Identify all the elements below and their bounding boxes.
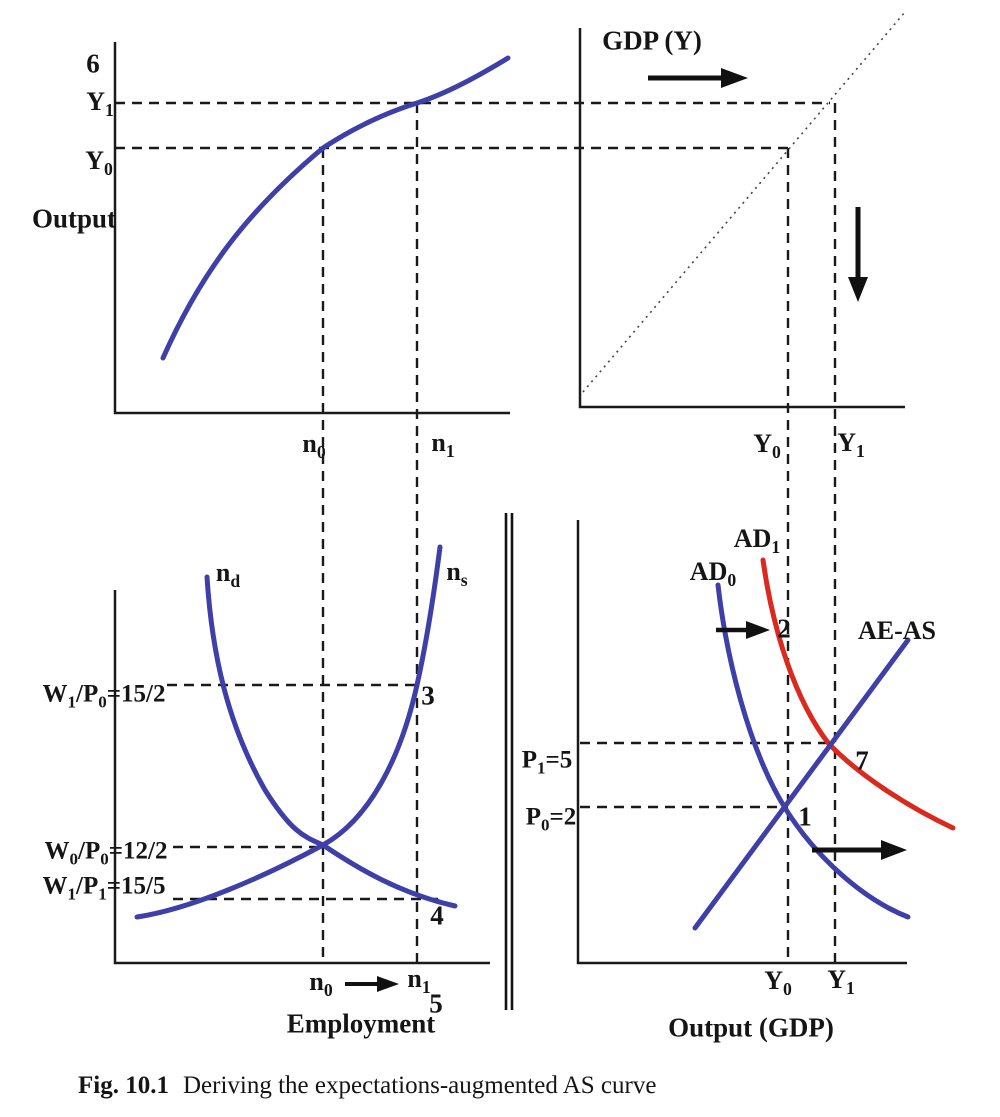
y0-axis-label-adas: Y0 bbox=[764, 966, 792, 1000]
ad-shift-arrow-head-icon bbox=[746, 621, 770, 639]
wage-12-2-label: W0/P0=12/2 bbox=[44, 837, 168, 869]
employment-arrow-head-icon bbox=[377, 976, 399, 992]
labor-demand-curve bbox=[204, 574, 458, 909]
down-arrow-head-icon bbox=[848, 277, 868, 302]
figure-caption: Fig. 10.1 Deriving the expectations-augme… bbox=[78, 1072, 656, 1100]
y1-axis-label-gdp45: Y1 bbox=[837, 428, 865, 462]
p0-price-label: P0=2 bbox=[525, 803, 577, 835]
labor-supply-curve bbox=[134, 544, 443, 920]
labor-demand-label: nd bbox=[215, 558, 241, 592]
gdp-y-title: GDP (Y) bbox=[602, 25, 702, 56]
ad0-label: AD0 bbox=[689, 557, 737, 591]
y1-axis-label-adas: Y1 bbox=[827, 965, 855, 999]
ae-as-line bbox=[692, 637, 911, 931]
step-1-label: 1 bbox=[798, 801, 812, 832]
step-5-label: 5 bbox=[429, 988, 443, 1019]
gdp45-panel-axes bbox=[578, 28, 905, 409]
double-line-separator bbox=[504, 513, 514, 1010]
labor-supply-label: ns bbox=[446, 557, 468, 591]
y1-axis-label-production: Y1 bbox=[86, 87, 114, 121]
right-arrow-head-icon bbox=[721, 68, 748, 88]
n1-axis-label-labor: n1 bbox=[407, 964, 431, 998]
labor-panel-axes bbox=[113, 590, 490, 965]
ae-as-label: AE-AS bbox=[857, 616, 937, 645]
ad1-label: AD1 bbox=[733, 524, 781, 558]
output-shift-arrow-head-icon bbox=[881, 840, 907, 860]
y0-axis-label-gdp45: Y0 bbox=[753, 429, 781, 463]
n1-axis-label-production: n1 bbox=[431, 428, 455, 462]
right-arrow-employment bbox=[345, 976, 399, 992]
n0-axis-label-labor: n0 bbox=[309, 967, 333, 1001]
step-6-label: 6 bbox=[86, 48, 100, 79]
wage-15-2-label: W1/P0=15/2 bbox=[42, 680, 166, 712]
step-2-label: 2 bbox=[777, 613, 791, 644]
adas-panel-axes bbox=[576, 520, 907, 965]
down-arrow-gdp-panel bbox=[848, 207, 868, 302]
output-axis-label: Output bbox=[31, 203, 117, 234]
production-panel-axes bbox=[113, 42, 510, 415]
wage-15-5-label: W1/P1=15/5 bbox=[42, 872, 166, 904]
dashed-guides bbox=[115, 101, 837, 963]
step-3-label: 3 bbox=[421, 680, 435, 711]
step-7-label: 7 bbox=[855, 745, 869, 776]
p1-price-label: P1=5 bbox=[521, 746, 573, 778]
output-gdp-axis-label: Output (GDP) bbox=[668, 1012, 834, 1043]
right-arrow-gdp-panel bbox=[648, 68, 748, 88]
forty-five-degree-line bbox=[582, 11, 906, 393]
n0-axis-label-production: n0 bbox=[302, 429, 326, 463]
y0-axis-label-production: Y0 bbox=[85, 146, 113, 180]
production-function-curve bbox=[160, 55, 511, 361]
figure-caption-number: Fig. 10.1 bbox=[78, 1072, 169, 1099]
right-arrow-ad-shift bbox=[716, 621, 770, 639]
employment-axis-label: Employment bbox=[286, 1008, 436, 1039]
figure-caption-text: Deriving the expectations-augmented AS c… bbox=[182, 1072, 657, 1099]
ad1-curve bbox=[760, 557, 956, 831]
right-arrow-output-shift bbox=[812, 840, 907, 860]
step-4-label: 4 bbox=[430, 900, 444, 931]
